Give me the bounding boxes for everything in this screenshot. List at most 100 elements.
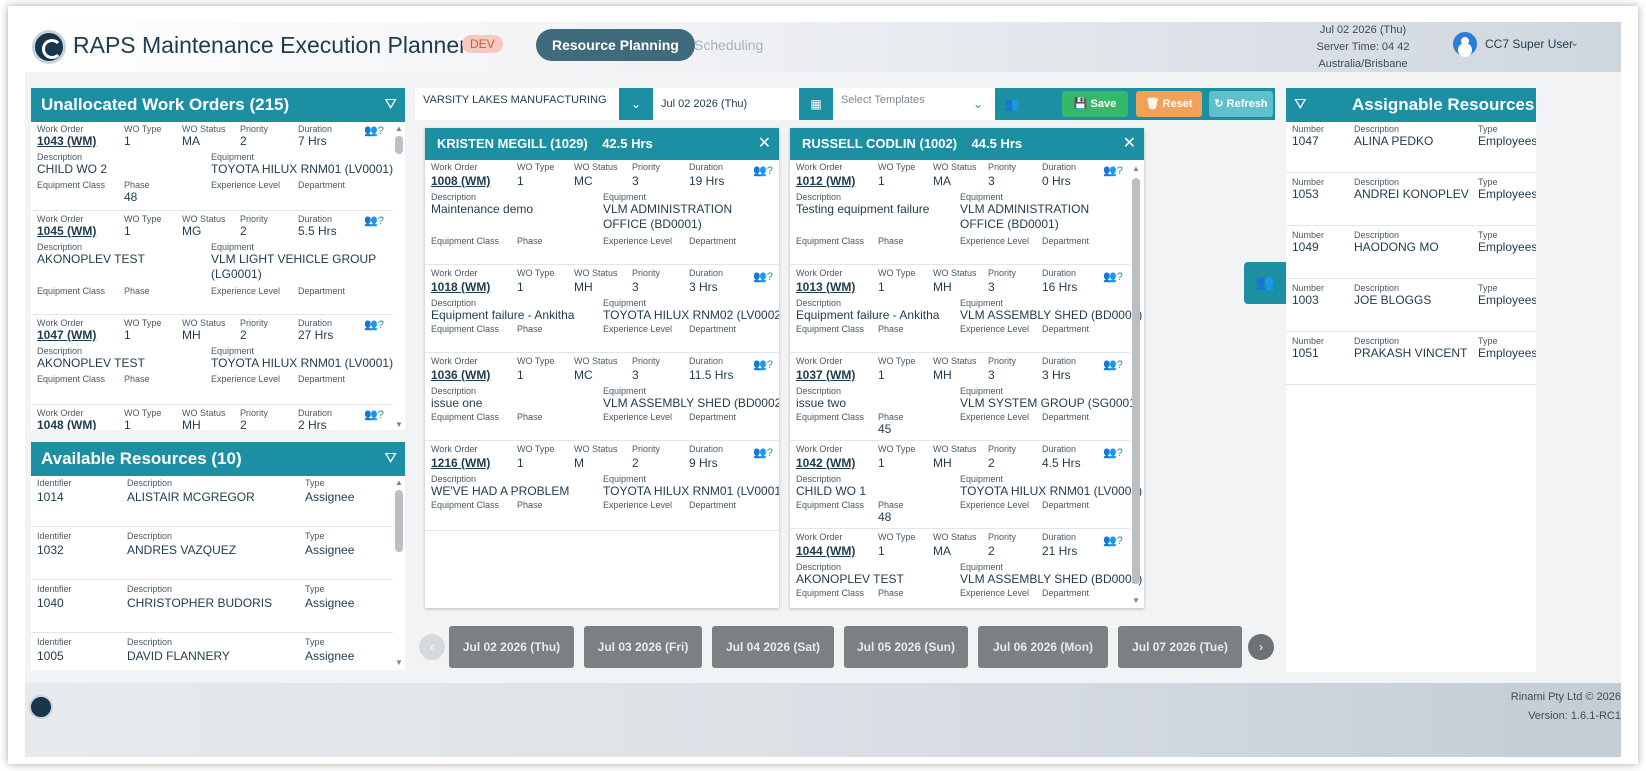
calendar-icon[interactable]: ▦ [810,97,822,111]
work-order-link[interactable]: 1048 (WM) [37,418,97,430]
work-order-link[interactable]: 1008 (WM) [431,174,491,188]
date-button[interactable]: Jul 04 2026 (Sat) [712,626,834,668]
work-order-link[interactable]: 1043 (WM) [37,134,97,148]
refresh-button[interactable]: ↻ Refresh [1209,91,1273,117]
chevron-down-icon[interactable]: ⌄ [961,88,995,120]
list-item[interactable]: Work Order WO Type WO Status Priority Du… [425,162,779,262]
reset-button[interactable]: 🗑 Reset [1136,91,1202,117]
work-order-link[interactable]: 1037 (WM) [796,368,856,382]
team-settings-icon[interactable]: 👥 [1004,97,1020,111]
phase: 45 [878,422,892,436]
assign-help-icon[interactable]: 👥? [753,447,773,459]
assign-resources-tab-icon[interactable]: 👥 [1244,262,1286,304]
list-item[interactable]: Identifier Description Type 1005 DAVID F… [31,637,393,670]
divider [31,526,393,527]
assign-help-icon[interactable]: 👥? [364,125,384,137]
label-equipment-class: Equipment Class [431,500,500,510]
user-avatar-icon[interactable] [1453,32,1477,56]
assign-help-icon[interactable]: 👥? [753,165,773,177]
list-item[interactable]: Work Order WO Type WO Status Priority Du… [31,214,393,310]
date-picker[interactable]: Jul 02 2026 (Thu) [653,88,799,120]
list-item[interactable]: Work Order WO Type WO Status Priority Du… [790,444,1142,528]
work-order-link[interactable]: 1045 (WM) [37,224,97,238]
chevron-down-icon[interactable]: ⌄ [1570,37,1580,49]
list-item[interactable]: Work Order WO Type WO Status Priority Du… [790,268,1142,352]
list-item[interactable]: Work Order WO Type WO Status Priority Du… [790,532,1142,606]
list-item[interactable]: Work Order WO Type WO Status Priority Du… [790,356,1140,440]
list-item[interactable]: Number Description Type 1049 HAODONG MO … [1286,230,1536,276]
list-item[interactable]: Work Order WO Type WO Status Priority Du… [31,124,393,210]
date-prev-button[interactable]: ‹ [419,634,445,660]
scroll-down-icon[interactable]: ▼ [395,658,403,667]
filter-icon[interactable]: ⛛ [384,96,397,113]
work-order-link[interactable]: 1012 (WM) [796,174,856,188]
assign-help-icon[interactable]: 👥? [1103,271,1123,283]
close-icon[interactable]: ✕ [1122,135,1136,152]
list-item[interactable]: Identifier Description Type 1040 CHRISTO… [31,584,393,630]
close-icon[interactable]: ✕ [757,135,771,152]
work-order-link[interactable]: 1044 (WM) [796,544,856,558]
assign-help-icon[interactable]: 👥? [753,271,773,283]
list-item[interactable]: Number Description Type 1053 ANDREI KONO… [1286,177,1536,223]
work-order-link[interactable]: 1047 (WM) [37,328,97,342]
tab-scheduling[interactable]: Scheduling [694,37,764,53]
date-next-button[interactable]: › [1248,634,1274,660]
filter-icon[interactable]: ⛛ [1294,96,1307,113]
list-item[interactable]: Work Order WO Type WO Status Priority Du… [790,162,1130,262]
save-button[interactable]: 💾 Save [1062,91,1128,117]
date-button[interactable]: Jul 07 2026 (Tue) [1118,626,1242,668]
divider [425,352,779,353]
list-item[interactable]: Identifier Description Type 1032 ANDRES … [31,531,393,577]
label-duration: Duration [689,356,724,366]
list-item[interactable]: Number Description Type 1003 JOE BLOGGS … [1286,283,1536,329]
assign-help-icon[interactable]: 👥? [1103,359,1123,371]
work-order-link[interactable]: 1013 (WM) [796,280,856,294]
date-button[interactable]: Jul 03 2026 (Fri) [584,626,702,668]
label-experience-level: Experience Level [603,412,673,422]
date-button[interactable]: Jul 06 2026 (Mon) [978,626,1108,668]
scroll-up-icon[interactable]: ▲ [1132,164,1140,173]
list-item[interactable]: Identifier Description Type 1014 ALISTAI… [31,478,393,524]
date-button[interactable]: Jul 02 2026 (Thu) [449,626,574,668]
scroll-up-icon[interactable]: ▲ [395,124,403,133]
label-identifier: Identifier [37,584,72,594]
assign-help-icon[interactable]: 👥? [753,359,773,371]
assign-help-icon[interactable]: 👥? [364,319,384,331]
assign-help-icon[interactable]: 👥? [364,409,384,421]
number: 1053 [1292,187,1319,201]
list-item[interactable]: Work Order WO Type WO Status Priority Du… [31,318,393,398]
label-description: Description [431,386,477,396]
template-select[interactable]: Select Templates [833,88,961,120]
list-item[interactable]: Number Description Type 1047 ALINA PEDKO… [1286,124,1536,170]
filter-icon[interactable]: ⛛ [384,450,397,467]
list-item[interactable]: Work Order WO Type WO Status Priority Du… [425,268,779,352]
assign-help-icon[interactable]: 👥? [1103,165,1123,177]
scroll-up-icon[interactable]: ▲ [395,478,403,487]
label-phase: Phase [878,588,904,598]
site-select[interactable]: VARSITY LAKES MANUFACTURING [415,88,619,120]
identifier: 1005 [37,649,64,663]
list-item[interactable]: Number Description Type 1051 PRAKASH VIN… [1286,336,1536,382]
scrollbar-thumb[interactable] [1132,178,1140,584]
scroll-down-icon[interactable]: ▼ [1132,596,1140,605]
list-item[interactable]: Work Order WO Type WO Status Priority Du… [31,408,393,430]
assign-help-icon[interactable]: 👥? [1103,447,1123,459]
label-phase: Phase [517,236,543,246]
date-button[interactable]: Jul 05 2026 (Sun) [844,626,968,668]
work-order-link[interactable]: 1216 (WM) [431,456,491,470]
work-order-link[interactable]: 1018 (WM) [431,280,491,294]
scrollbar-thumb[interactable] [395,490,403,552]
assign-help-icon[interactable]: 👥? [364,215,384,227]
user-name[interactable]: CC7 Super User [1485,37,1574,51]
wo-type: 1 [517,280,524,294]
chevron-down-icon[interactable]: ⌄ [630,97,642,111]
scroll-down-icon[interactable]: ▼ [395,420,403,429]
tab-resource-planning[interactable]: Resource Planning [536,29,695,61]
work-order-link[interactable]: 1042 (WM) [796,456,856,470]
work-order-link[interactable]: 1036 (WM) [431,368,491,382]
list-item[interactable]: Work Order WO Type WO Status Priority Du… [425,356,779,440]
assign-help-icon[interactable]: 👥? [1103,535,1123,547]
scrollbar-thumb[interactable] [395,136,403,154]
label-description: Description [1354,124,1400,134]
list-item[interactable]: Work Order WO Type WO Status Priority Du… [425,444,779,528]
